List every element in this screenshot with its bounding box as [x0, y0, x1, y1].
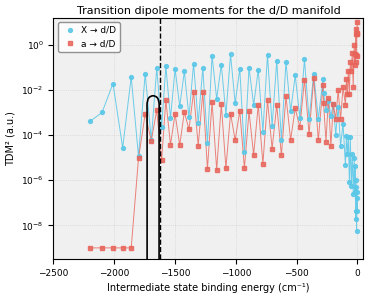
- a → d/D: [354, 61, 358, 64]
- X → d/D: [233, 102, 237, 105]
- X → d/D: [355, 190, 359, 194]
- X → d/D: [88, 120, 92, 123]
- X → d/D: [187, 115, 191, 119]
- a → d/D: [228, 112, 233, 115]
- X-axis label: Intermediate state binding energy (cm⁻¹): Intermediate state binding energy (cm⁻¹): [107, 283, 310, 293]
- a → d/D: [302, 78, 307, 81]
- X → d/D: [192, 62, 196, 65]
- Y-axis label: TDM² (a.u.): TDM² (a.u.): [6, 111, 15, 166]
- a → d/D: [355, 20, 359, 24]
- X → d/D: [354, 229, 359, 233]
- X → d/D: [228, 53, 233, 56]
- Title: Transition dipole moments for the d/D manifold: Transition dipole moments for the d/D ma…: [76, 6, 340, 16]
- Line: X → d/D: X → d/D: [88, 52, 359, 233]
- X → d/D: [311, 72, 316, 76]
- a → d/D: [192, 90, 196, 94]
- Legend: X → d/D, a → d/D: X → d/D, a → d/D: [58, 22, 120, 52]
- a → d/D: [307, 132, 311, 136]
- a → d/D: [187, 128, 191, 131]
- X → d/D: [354, 179, 358, 182]
- Line: a → d/D: a → d/D: [88, 20, 359, 250]
- a → d/D: [88, 246, 92, 250]
- X → d/D: [307, 118, 311, 121]
